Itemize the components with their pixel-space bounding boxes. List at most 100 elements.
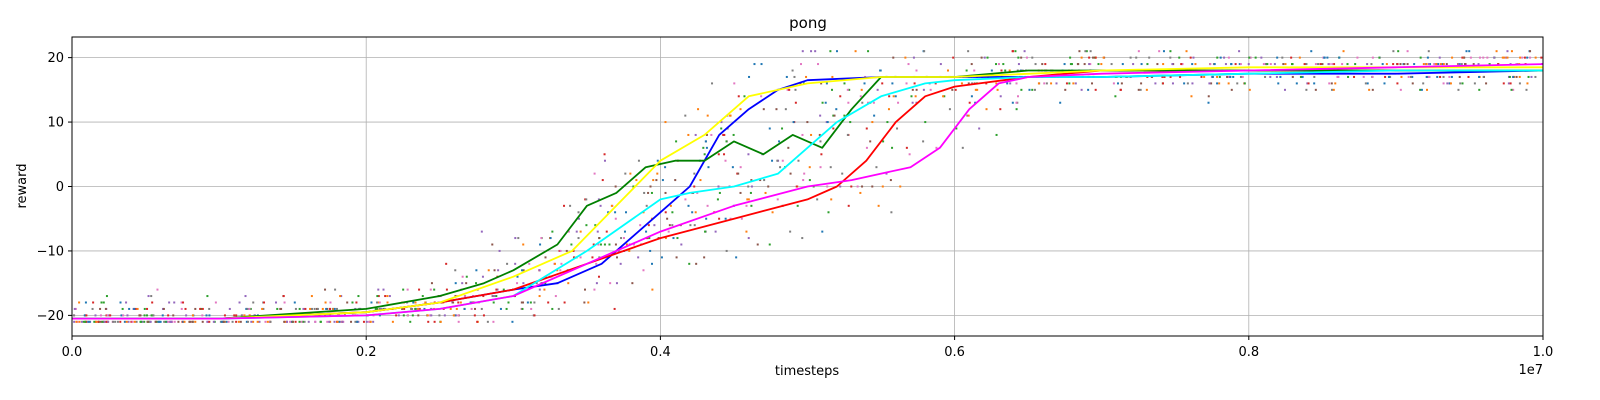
scatter-point bbox=[668, 224, 671, 227]
scatter-point bbox=[1254, 56, 1257, 59]
scatter-point bbox=[910, 95, 913, 98]
scatter-point bbox=[119, 301, 122, 304]
scatter-point bbox=[1102, 56, 1105, 59]
scatter-point bbox=[294, 320, 297, 323]
scatter-point bbox=[237, 320, 240, 323]
scatter-point bbox=[168, 301, 171, 304]
scatter-point bbox=[820, 82, 823, 85]
scatter-point bbox=[912, 56, 915, 59]
scatter-point bbox=[1495, 50, 1498, 53]
scatter-point bbox=[1534, 56, 1537, 59]
scatter-point bbox=[1426, 88, 1429, 91]
scatter-point bbox=[1269, 75, 1272, 78]
scatter-point bbox=[750, 185, 753, 188]
scatter-point bbox=[340, 295, 343, 298]
scatter-point bbox=[1290, 56, 1293, 59]
scatter-point bbox=[628, 249, 631, 252]
scatter-point bbox=[617, 249, 620, 252]
scatter-point bbox=[846, 88, 849, 91]
scatter-point bbox=[1238, 63, 1241, 66]
scatter-point bbox=[414, 307, 417, 310]
scatter-point bbox=[639, 224, 642, 227]
scatter-point bbox=[493, 295, 496, 298]
scatter-point bbox=[579, 230, 582, 233]
scatter-point bbox=[1135, 56, 1138, 59]
scatter-point bbox=[749, 191, 752, 194]
scatter-point bbox=[704, 230, 707, 233]
scatter-point bbox=[382, 307, 385, 310]
scatter-point bbox=[141, 320, 144, 323]
scatter-point bbox=[642, 269, 645, 272]
scatter-point bbox=[92, 301, 95, 304]
scatter-point bbox=[1020, 88, 1023, 91]
scatter-point bbox=[717, 185, 720, 188]
scatter-point bbox=[1472, 63, 1475, 66]
scatter-point bbox=[476, 320, 479, 323]
scatter-point bbox=[206, 295, 209, 298]
scatter-point bbox=[449, 307, 452, 310]
scatter-point bbox=[220, 320, 223, 323]
scatter-point bbox=[1327, 63, 1330, 66]
scatter-point bbox=[1364, 82, 1367, 85]
scatter-point bbox=[530, 307, 533, 310]
scatter-point bbox=[1473, 82, 1476, 85]
scatter-point bbox=[1426, 56, 1429, 59]
scatter-point bbox=[860, 88, 863, 91]
scatter-point bbox=[891, 82, 894, 85]
scatter-point bbox=[733, 82, 736, 85]
scatter-point bbox=[1425, 63, 1428, 66]
scatter-point bbox=[743, 95, 746, 98]
scatter-point bbox=[357, 295, 360, 298]
scatter-point bbox=[1213, 63, 1216, 66]
scatter-point bbox=[163, 320, 166, 323]
scatter-point bbox=[747, 153, 750, 156]
scatter-point bbox=[720, 127, 723, 130]
scatter-point bbox=[324, 288, 327, 291]
scatter-point bbox=[406, 288, 409, 291]
scatter-point bbox=[1070, 63, 1073, 66]
scatter-point bbox=[1239, 63, 1242, 66]
scatter-point bbox=[871, 185, 874, 188]
scatter-point bbox=[1248, 56, 1251, 59]
scatter-point bbox=[1457, 88, 1460, 91]
scatter-point bbox=[1419, 56, 1422, 59]
x-ticks: 0.0 0.2 0.4 0.6 0.8 1.0 bbox=[62, 336, 1553, 360]
scatter-point bbox=[1219, 56, 1222, 59]
scatter-point bbox=[107, 320, 110, 323]
scatter-point bbox=[227, 320, 230, 323]
scatter-point bbox=[1273, 63, 1276, 66]
scatter-point bbox=[693, 172, 696, 175]
scatter-point bbox=[1461, 56, 1464, 59]
scatter-point bbox=[80, 320, 83, 323]
scatter-point bbox=[892, 95, 895, 98]
scatter-point bbox=[556, 269, 559, 272]
scatter-point bbox=[84, 301, 87, 304]
scatter-point bbox=[495, 295, 498, 298]
scatter-point bbox=[1171, 63, 1174, 66]
scatter-point bbox=[1236, 82, 1239, 85]
scatter-point bbox=[802, 179, 805, 182]
scatter-point bbox=[430, 282, 433, 285]
scatter-point bbox=[374, 307, 377, 310]
scatter-point bbox=[324, 314, 327, 317]
scatter-point bbox=[649, 249, 652, 252]
scatter-point bbox=[84, 320, 87, 323]
scatter-point bbox=[598, 237, 601, 240]
scatter-point bbox=[587, 301, 590, 304]
scatter-point bbox=[102, 301, 105, 304]
scatter-point bbox=[554, 295, 557, 298]
scatter-point bbox=[417, 314, 420, 317]
scatter-point bbox=[723, 133, 726, 136]
scatter-point bbox=[687, 133, 690, 136]
scatter-point bbox=[1163, 75, 1166, 78]
scatter-point bbox=[1458, 63, 1461, 66]
scatter-point bbox=[1000, 69, 1003, 72]
scatter-point bbox=[899, 185, 902, 188]
scatter-point bbox=[365, 320, 368, 323]
scatter-point bbox=[629, 172, 632, 175]
scatter-point bbox=[1269, 63, 1272, 66]
scatter-point bbox=[173, 320, 176, 323]
scatter-point bbox=[482, 295, 485, 298]
scatter-point bbox=[999, 95, 1002, 98]
scatter-point bbox=[594, 224, 597, 227]
